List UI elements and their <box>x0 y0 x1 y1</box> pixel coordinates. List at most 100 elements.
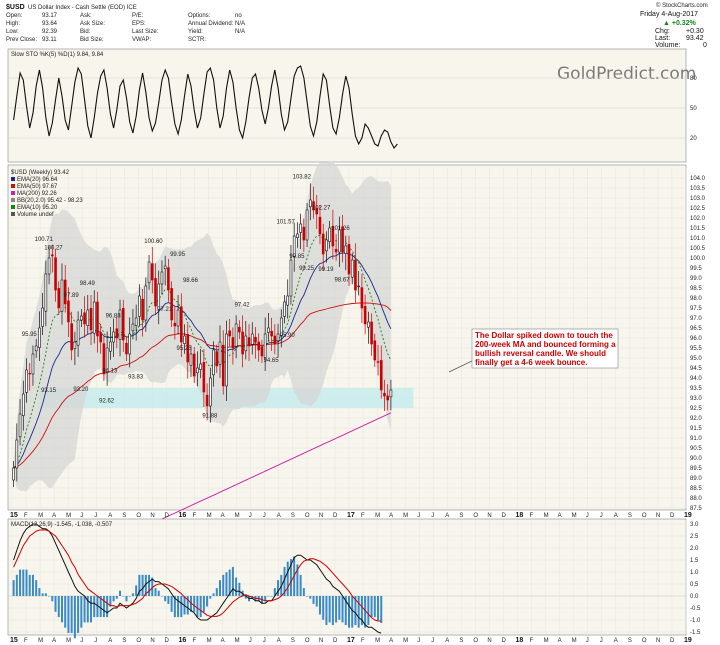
macd-histogram-bar <box>364 596 367 628</box>
macd-histogram-bar <box>115 596 118 599</box>
header-label: EPS: <box>132 21 146 27</box>
stochastic-tick-label: 50 <box>690 106 697 112</box>
candle-body <box>315 208 319 215</box>
x-tick-label: S <box>628 513 632 519</box>
x-tick-label: 16 <box>179 637 187 644</box>
candle-body <box>376 361 380 363</box>
x-tick-label: S <box>291 638 295 644</box>
x-tick-label: O <box>136 638 141 644</box>
macd-histogram-bar <box>60 596 63 623</box>
candle-body <box>292 235 296 258</box>
candle-body <box>189 353 193 366</box>
price-tick-label: 97.5 <box>690 306 702 312</box>
legend-swatch <box>11 198 15 202</box>
macd-histogram-bar <box>302 588 305 596</box>
macd-tick-label: -1.5 <box>690 630 701 636</box>
candle-body <box>144 285 148 321</box>
macd-histogram-bar <box>373 596 376 618</box>
stochastic-frame <box>7 48 687 163</box>
price-tick-label: 95.0 <box>690 356 702 362</box>
price-tick-label: 103.5 <box>690 186 706 192</box>
x-tick-label: A <box>108 513 112 519</box>
x-tick-label: 17 <box>347 637 355 644</box>
price-point-label: 97.89 <box>64 293 80 299</box>
x-tick-label: M <box>375 513 380 519</box>
candle-body <box>99 332 102 343</box>
macd-line <box>13 523 382 634</box>
candle-body <box>328 227 331 242</box>
header-label: Bid: <box>80 29 91 35</box>
candle-body <box>238 326 241 333</box>
macd-histogram-bar <box>264 596 267 602</box>
price-point-label: 97.21 <box>157 307 173 313</box>
x-tick-label: N <box>319 513 323 519</box>
candle-body <box>370 321 373 345</box>
stochastic-line <box>13 65 398 149</box>
legend-swatch <box>11 177 15 181</box>
candle-body <box>192 353 196 377</box>
price-point-label: 100.27 <box>44 246 63 252</box>
candle-body <box>134 317 138 326</box>
x-tick-label: S <box>122 513 126 519</box>
macd-histogram-bar <box>354 596 357 626</box>
price-point-label: 96.88 <box>106 313 122 319</box>
macd-tick-label: 0.0 <box>690 594 699 600</box>
macd-histogram-bar <box>286 561 289 596</box>
macd-tick-label: -0.5 <box>690 606 701 612</box>
legend-swatch <box>11 205 15 209</box>
x-tick-label: F <box>24 638 28 644</box>
candle-body <box>379 360 383 391</box>
macd-tick-label: 2.5 <box>690 534 699 540</box>
macd-histogram-bar <box>154 588 157 596</box>
x-tick-label: M <box>544 638 549 644</box>
x-tick-label: A <box>445 638 449 644</box>
candle-body <box>128 333 132 355</box>
header-label: Low: <box>6 29 19 35</box>
x-tick-label: M <box>66 638 71 644</box>
ema50-line <box>13 302 392 469</box>
candle-body <box>63 279 67 305</box>
x-tick-label: S <box>122 638 126 644</box>
price-tick-label: 100.0 <box>690 256 706 262</box>
x-tick-label: A <box>614 638 618 644</box>
macd-histogram-bar <box>177 596 180 618</box>
candle-body <box>386 395 389 401</box>
legend-swatch <box>11 184 15 188</box>
macd-histogram-bar <box>318 596 321 615</box>
candle-body <box>38 327 41 348</box>
header-label: High: <box>6 21 20 27</box>
price-tick-label: 94.5 <box>690 366 702 372</box>
candle-body <box>341 226 344 253</box>
header-label: Open: <box>6 13 23 19</box>
macd-tick-label: 1.5 <box>690 558 699 564</box>
price-point-label: 91.88 <box>202 413 218 419</box>
candle-body <box>276 333 280 342</box>
candle-body <box>150 263 154 281</box>
macd-histogram-bar <box>83 596 86 623</box>
macd-histogram-bar <box>148 574 151 596</box>
macd-histogram-bar <box>93 596 96 618</box>
macd-histogram-bar <box>306 596 309 597</box>
macd-histogram-bar <box>244 596 247 599</box>
macd-histogram-bar <box>370 596 373 618</box>
macd-histogram-bar <box>360 596 363 626</box>
candle-body <box>296 233 299 238</box>
candle-body <box>273 335 277 345</box>
x-tick-label: D <box>164 638 169 644</box>
price-point-label: 101.26 <box>331 226 350 232</box>
candle-body <box>89 308 93 331</box>
stochastic-tick-label: 80 <box>690 76 697 82</box>
candle-body <box>254 336 257 343</box>
macd-panel: 3.0 2.5 2.0 1.5 1.0 0.5 0.0 -0.5 -1.0 -1.5 MACD(1… <box>7 518 701 644</box>
macd-histogram-bar <box>377 596 380 621</box>
candle-body <box>202 362 206 393</box>
price-point-label: 102.27 <box>312 206 331 212</box>
macd-histogram-bar <box>238 582 241 596</box>
x-tick-label: D <box>670 638 675 644</box>
x-tick-label: J <box>249 638 252 644</box>
macd-histogram-bar <box>64 596 67 628</box>
x-tick-label: S <box>459 638 463 644</box>
x-tick-label: F <box>530 638 534 644</box>
